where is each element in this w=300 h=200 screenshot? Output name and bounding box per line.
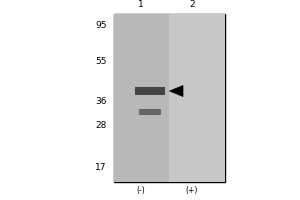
Text: 36: 36 bbox=[95, 98, 106, 106]
Bar bbox=[169, 14, 225, 182]
Text: (-): (-) bbox=[136, 186, 146, 195]
Text: 1: 1 bbox=[138, 0, 144, 9]
Bar bbox=[135, 87, 165, 95]
Text: 95: 95 bbox=[95, 21, 106, 29]
Text: 17: 17 bbox=[95, 162, 106, 171]
Bar bbox=[139, 109, 161, 115]
Text: (+): (+) bbox=[186, 186, 198, 195]
Bar bbox=[114, 14, 170, 182]
Text: 28: 28 bbox=[95, 120, 106, 130]
Text: 2: 2 bbox=[189, 0, 195, 9]
Text: 55: 55 bbox=[95, 56, 106, 66]
Polygon shape bbox=[169, 86, 183, 96]
Bar bbox=[114, 14, 225, 182]
